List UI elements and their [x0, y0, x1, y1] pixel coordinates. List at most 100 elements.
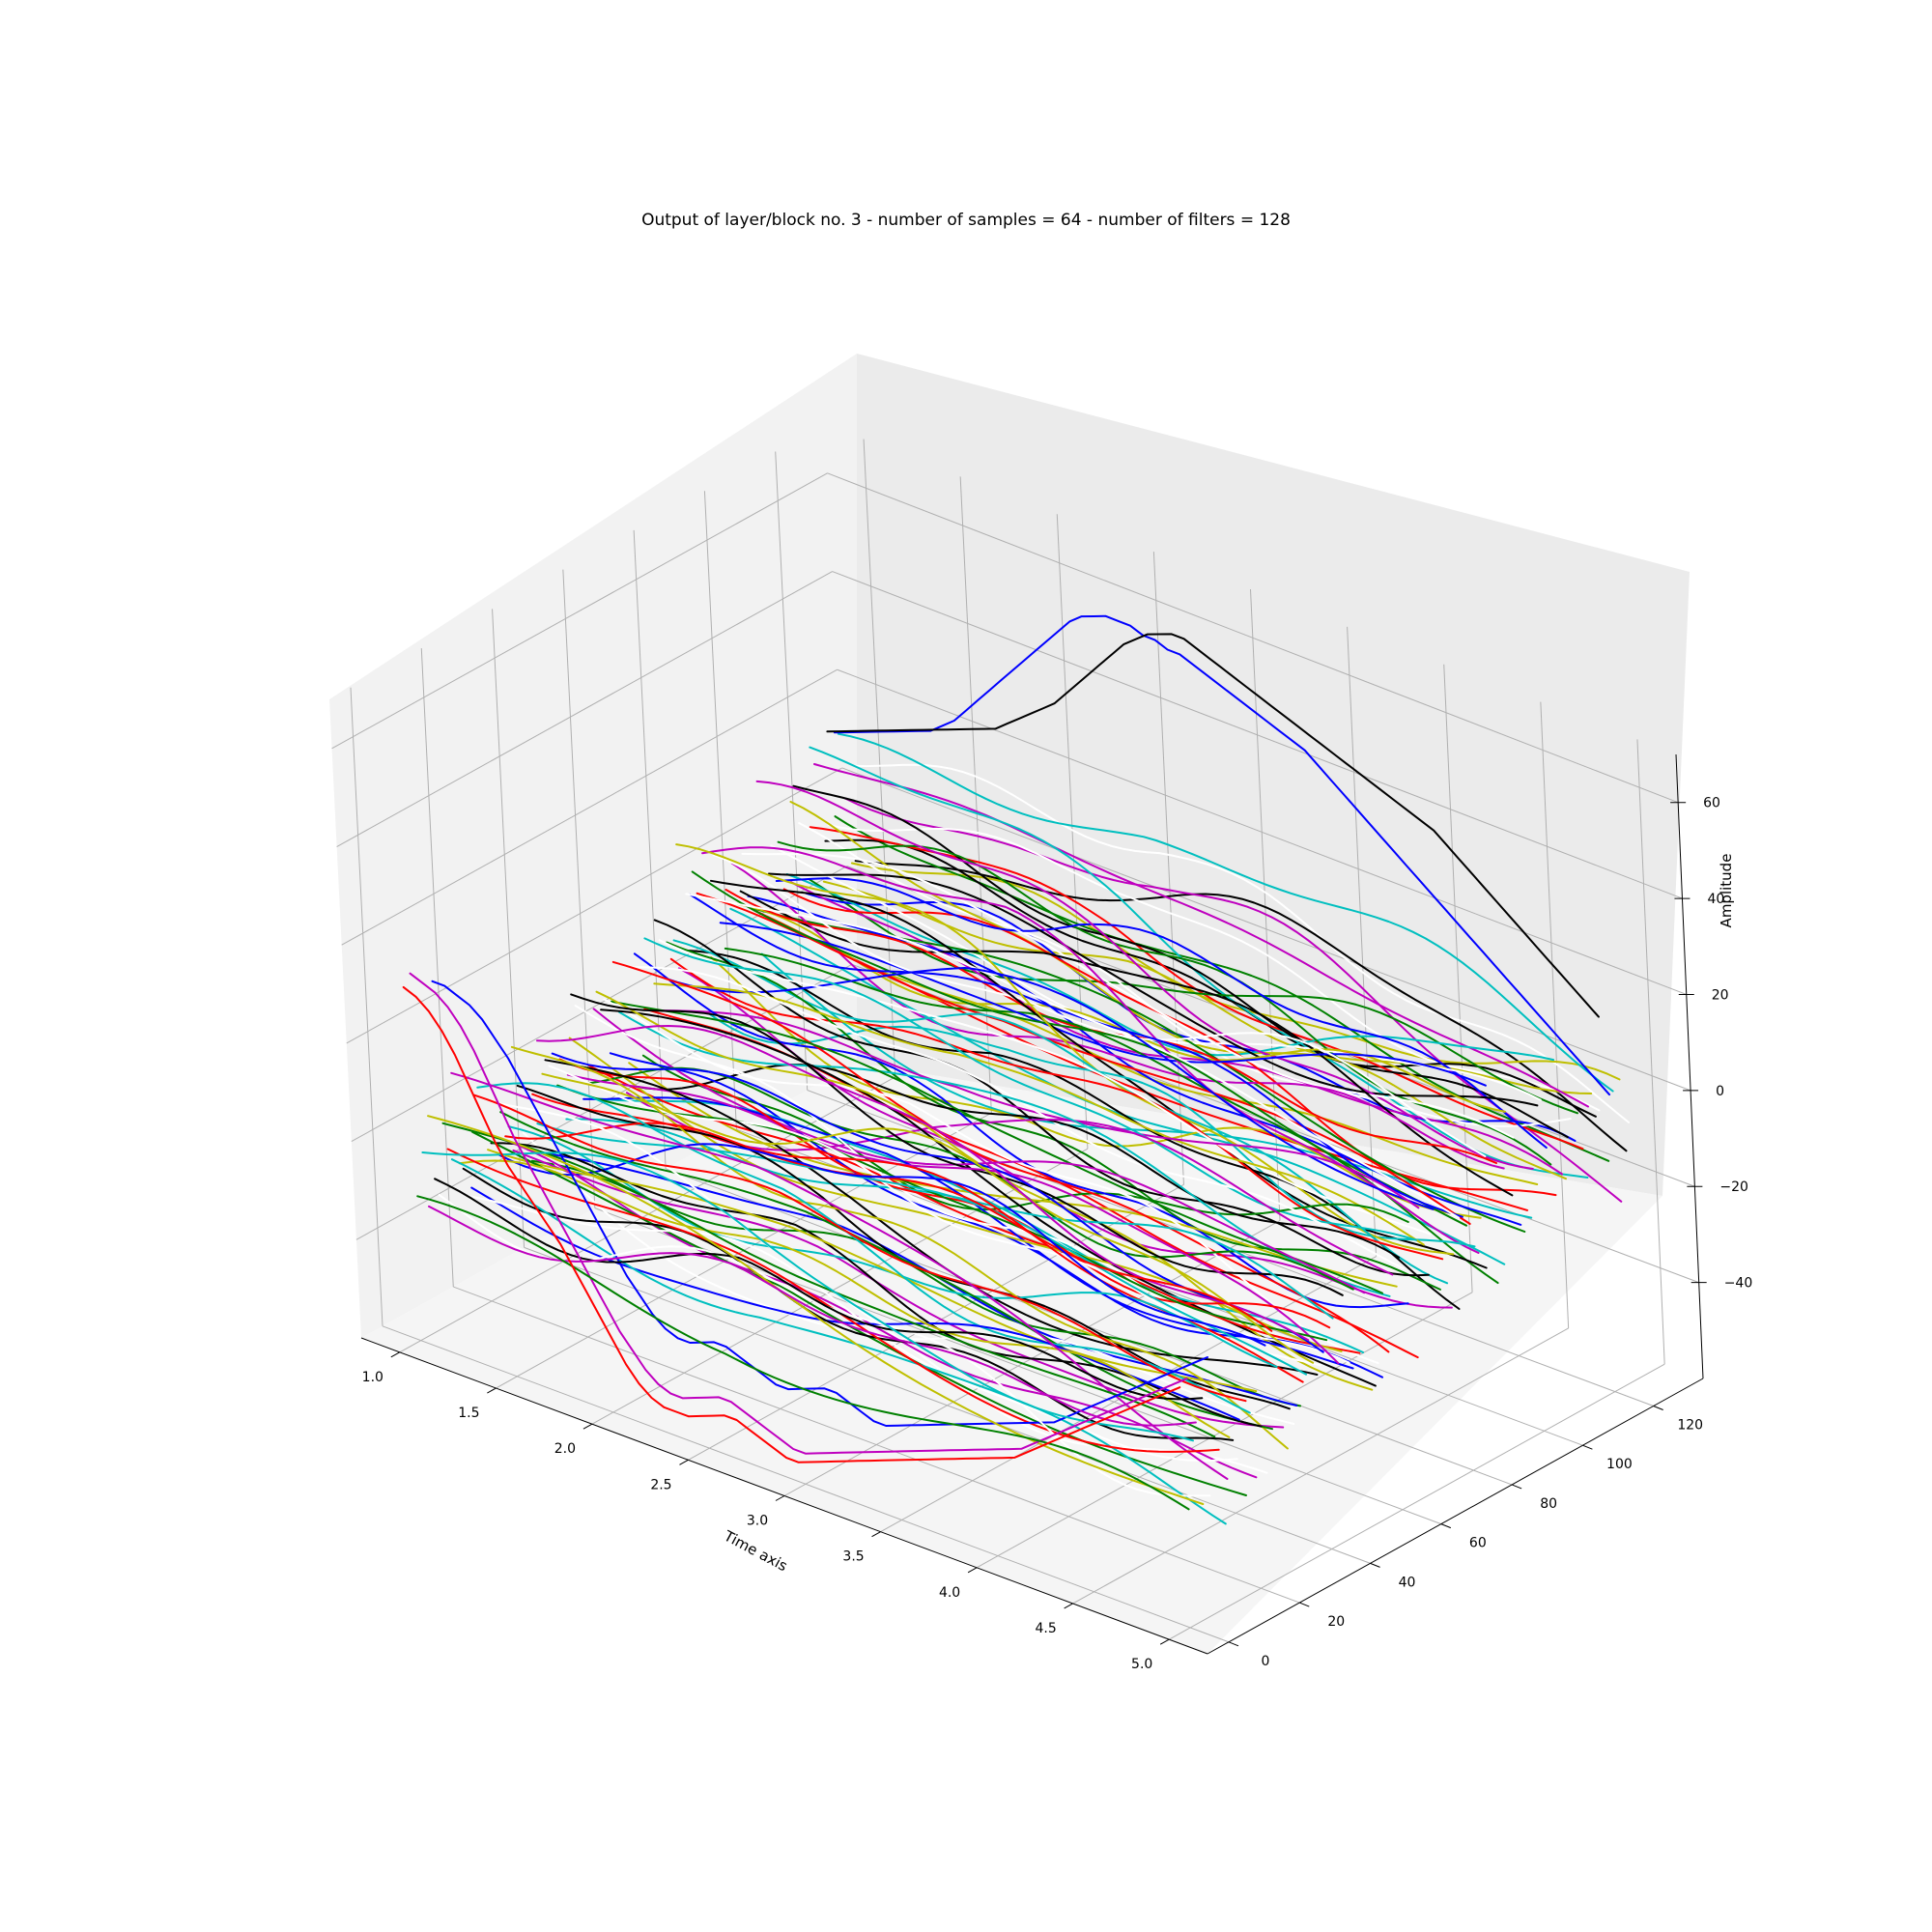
y-tick-label: 40	[1399, 1575, 1416, 1590]
back-grid-z	[841, 767, 1691, 1092]
left-grid-z	[341, 668, 838, 946]
y-tick-mark	[1440, 1523, 1452, 1529]
x-tick-mark	[582, 1423, 593, 1430]
series-line-filter-35	[536, 1122, 1308, 1376]
x-tick-label: 3.5	[842, 1549, 864, 1565]
series-line-filter-113	[808, 878, 1578, 1115]
back-grid-z	[832, 571, 1683, 899]
series-line-filter-2	[409, 972, 1188, 1455]
back-grid-x	[1636, 739, 1665, 1365]
x-tick-mark	[1064, 1603, 1073, 1609]
x-tick-mark	[871, 1531, 881, 1538]
series-line-filter-23	[492, 1101, 1268, 1474]
series-line-filter-11	[450, 1158, 1227, 1525]
series-line-filter-65	[641, 1054, 1409, 1223]
y-tick-label: 120	[1677, 1418, 1703, 1434]
series-line-filter-31	[522, 1131, 1295, 1425]
series-line-filter-85	[710, 956, 1482, 1219]
series-line-filter-57	[611, 1000, 1383, 1294]
chart-title: Output of layer/block no. 3 - number of …	[641, 211, 1291, 230]
left-grid-y	[562, 569, 596, 1208]
series-line-filter-46	[570, 993, 1344, 1296]
z-tick-label: −40	[1724, 1276, 1753, 1292]
series-line-filter-119	[827, 823, 1601, 1112]
series-line-filter-74	[669, 957, 1444, 1261]
z-tick-label: 0	[1716, 1084, 1724, 1099]
x-tick-mark	[775, 1495, 785, 1501]
y-axis-ticks: 0 20 40 60 80 100 120	[1228, 1406, 1703, 1669]
floor-grid-x	[1168, 1363, 1665, 1640]
series-line-filter-14	[462, 1167, 1235, 1441]
x-tick-mark	[967, 1567, 978, 1574]
series-line-filter-105	[777, 840, 1552, 1166]
series-line-filter-84	[701, 846, 1480, 1254]
x-tick-mark	[679, 1459, 689, 1465]
series-line-filter-32	[526, 1149, 1298, 1406]
series-line-filter-5	[427, 1115, 1205, 1505]
floor-grid-x	[976, 1292, 1473, 1569]
series-line-filter-107	[785, 873, 1555, 1062]
series-line-filter-29	[510, 1045, 1289, 1450]
series-line-filter-94	[739, 890, 1514, 1197]
x-axis-ticks: 1.0 1.5 2.0 2.5 3.0 3.5 4.0 4.5 5.0	[362, 1351, 1170, 1672]
series-line-filter-80	[689, 893, 1463, 1218]
series-line-filter-83	[705, 1010, 1476, 1248]
series-line-filter-18	[473, 1094, 1247, 1403]
series-line-filter-72	[664, 967, 1435, 1210]
floor-grid-y	[453, 1286, 1300, 1604]
series-line-filter-68	[650, 1009, 1420, 1209]
series-line-filter-44	[566, 1073, 1340, 1365]
series-line-filter-41	[556, 1084, 1328, 1342]
z-tick-label: 60	[1703, 796, 1720, 811]
y-tick-mark	[1228, 1641, 1239, 1647]
series-line-filter-122	[833, 614, 1610, 1096]
x-tick-mark	[1159, 1638, 1170, 1645]
z-axis-line	[1675, 753, 1704, 1379]
x-tick-label: 4.0	[939, 1585, 960, 1601]
y-axis-line	[1207, 1378, 1704, 1655]
series-line-filter-0	[402, 985, 1181, 1463]
left-grid-z	[346, 767, 843, 1044]
series-line-filter-54	[600, 1009, 1377, 1387]
series-line-filter-21	[487, 1149, 1258, 1393]
back-grid-x	[1540, 701, 1570, 1328]
z-tick-label: 40	[1707, 892, 1724, 907]
series-line-filter-62	[633, 1064, 1401, 1259]
series-line-filter-111	[798, 822, 1572, 1127]
y-tick-mark	[1653, 1406, 1663, 1410]
series-line-filter-15	[467, 1195, 1238, 1462]
series-line-filter-69	[653, 982, 1425, 1246]
y-tick-label: 0	[1262, 1654, 1270, 1669]
back-grid-x	[1056, 514, 1089, 1150]
y-tick-mark	[1370, 1562, 1380, 1568]
series-line-filter-40	[551, 1052, 1324, 1353]
series-line-filter-115	[809, 746, 1589, 1179]
y-tick-mark	[1299, 1602, 1310, 1607]
series-line-filter-95	[741, 852, 1515, 1139]
series-line-filter-28	[512, 1149, 1285, 1429]
series-line-filter-71	[658, 939, 1432, 1236]
series-line-filter-104	[775, 877, 1548, 1149]
series-line-filter-50	[588, 1065, 1361, 1354]
x-tick-label: 2.0	[554, 1441, 576, 1457]
series-line-filter-60	[626, 1092, 1394, 1276]
series-line-filter-110	[792, 784, 1569, 1139]
floor-grid-x	[688, 1183, 1184, 1461]
x-tick-mark	[390, 1351, 401, 1358]
y-tick-label: 20	[1327, 1614, 1345, 1630]
left-grid-y	[492, 609, 526, 1248]
x-tick-label: 3.0	[747, 1514, 768, 1529]
series-line-filter-81	[691, 870, 1467, 1227]
series-line-filter-77	[675, 843, 1455, 1256]
series-line-filter-9	[441, 1122, 1216, 1438]
y-tick-label: 100	[1606, 1457, 1633, 1472]
series-line-filter-17	[471, 1130, 1247, 1496]
series-line-filter-118	[824, 838, 1597, 1118]
series-line-filter-19	[476, 1082, 1251, 1414]
x-tick-mark	[487, 1387, 497, 1394]
left-grid-y	[633, 529, 667, 1169]
series-line-filter-13	[458, 1159, 1231, 1438]
series-line-filter-82	[696, 892, 1471, 1225]
back-grid-z	[827, 472, 1679, 804]
